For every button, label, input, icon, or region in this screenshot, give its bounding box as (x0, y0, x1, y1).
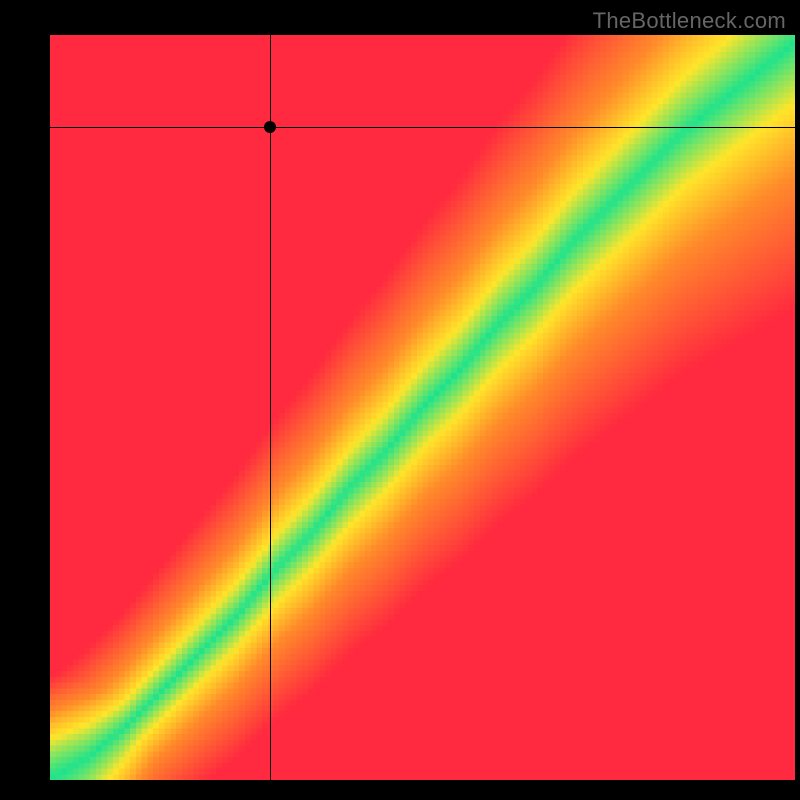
crosshair-horizontal (50, 127, 795, 128)
watermark-text: TheBottleneck.com (593, 8, 786, 34)
crosshair-vertical (270, 35, 271, 780)
heatmap-plot (50, 35, 795, 780)
heatmap-canvas (50, 35, 795, 780)
crosshair-marker (264, 121, 276, 133)
